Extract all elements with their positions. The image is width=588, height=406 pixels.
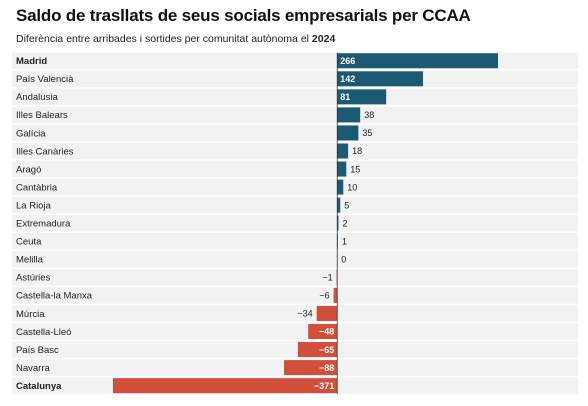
- bar: [308, 324, 338, 339]
- bar: [284, 360, 338, 376]
- bar: [337, 143, 349, 159]
- value-label: 15: [350, 164, 360, 174]
- value-label: 5: [344, 200, 349, 210]
- category-label: Galícia: [16, 128, 46, 139]
- category-label: Aragó: [16, 164, 41, 175]
- subtitle-year: 2024: [311, 33, 336, 45]
- category-label: Múrcia: [16, 309, 45, 320]
- value-label: 81: [340, 92, 350, 102]
- category-label: Madrid: [16, 56, 47, 67]
- bar: [337, 197, 341, 213]
- category-label: Andalusia: [16, 92, 58, 103]
- chart-labels: Madrid 266 País Valencià 142 Andalusia 81 Ille…: [16, 56, 374, 392]
- category-label: Ceuta: [16, 237, 42, 248]
- value-label: −34: [297, 309, 312, 319]
- category-label: País Basc: [16, 345, 59, 356]
- bar: [337, 53, 498, 69]
- row-background: [12, 178, 578, 196]
- value-label: 2: [342, 218, 347, 228]
- row-background: [12, 106, 578, 124]
- category-label: Navarra: [16, 363, 51, 374]
- row-background: [12, 341, 578, 358]
- row-background: [12, 251, 578, 268]
- category-label: Melilla: [16, 255, 44, 266]
- value-label: 35: [362, 128, 372, 138]
- row-background: [12, 269, 578, 286]
- value-label: −48: [319, 327, 334, 337]
- row-background: [12, 196, 578, 214]
- value-label: −1: [322, 273, 332, 283]
- bar: [337, 125, 359, 141]
- value-label: −6: [319, 291, 329, 301]
- bar: [337, 215, 339, 231]
- bar: [337, 179, 344, 195]
- row-background: [12, 124, 578, 142]
- bar: [316, 305, 338, 321]
- value-label: 10: [347, 182, 357, 192]
- category-label: Astúries: [16, 273, 51, 284]
- chart-title: Saldo de trasllats de seus socials empre…: [16, 6, 471, 25]
- category-label: Catalunya: [16, 381, 62, 392]
- category-label: Cantàbria: [16, 182, 58, 193]
- row-background: [12, 233, 578, 250]
- row-background: [12, 70, 578, 88]
- value-label: −88: [319, 363, 334, 373]
- category-label: Castella-Lleó: [16, 327, 71, 338]
- chart-subtitle: Diferència entre arribades i sortides pe…: [16, 33, 335, 45]
- value-label: 18: [352, 146, 362, 156]
- category-label: País Valencià: [16, 74, 74, 85]
- row-background: [12, 88, 578, 106]
- bar: [337, 89, 387, 105]
- chart-bars: [113, 53, 498, 394]
- bar: [113, 378, 338, 394]
- category-label: La Rioja: [16, 200, 52, 211]
- value-label: 0: [341, 255, 346, 265]
- bar: [337, 71, 424, 87]
- category-label: Castella-la Manxa: [16, 291, 93, 302]
- row-background: [12, 323, 578, 340]
- value-label: 266: [340, 56, 355, 66]
- category-label: Extremadura: [16, 219, 71, 230]
- bar: [337, 161, 347, 177]
- value-label: −65: [319, 345, 334, 355]
- value-label: 142: [340, 74, 355, 84]
- subtitle-text: Diferència entre arribades i sortides pe…: [16, 33, 309, 45]
- value-label: 38: [364, 110, 374, 120]
- value-label: 1: [342, 236, 347, 246]
- category-label: Illes Canàries: [16, 146, 74, 157]
- row-background: [12, 287, 578, 304]
- value-label: −371: [314, 381, 334, 391]
- bar: [333, 287, 338, 303]
- row-background: [12, 142, 578, 160]
- row-background: [12, 214, 578, 232]
- chart-rows: [12, 52, 578, 394]
- row-background: [12, 160, 578, 178]
- bar: [337, 107, 361, 123]
- row-background: [12, 305, 578, 322]
- bar: [297, 342, 338, 358]
- category-label: Illes Balears: [16, 110, 68, 121]
